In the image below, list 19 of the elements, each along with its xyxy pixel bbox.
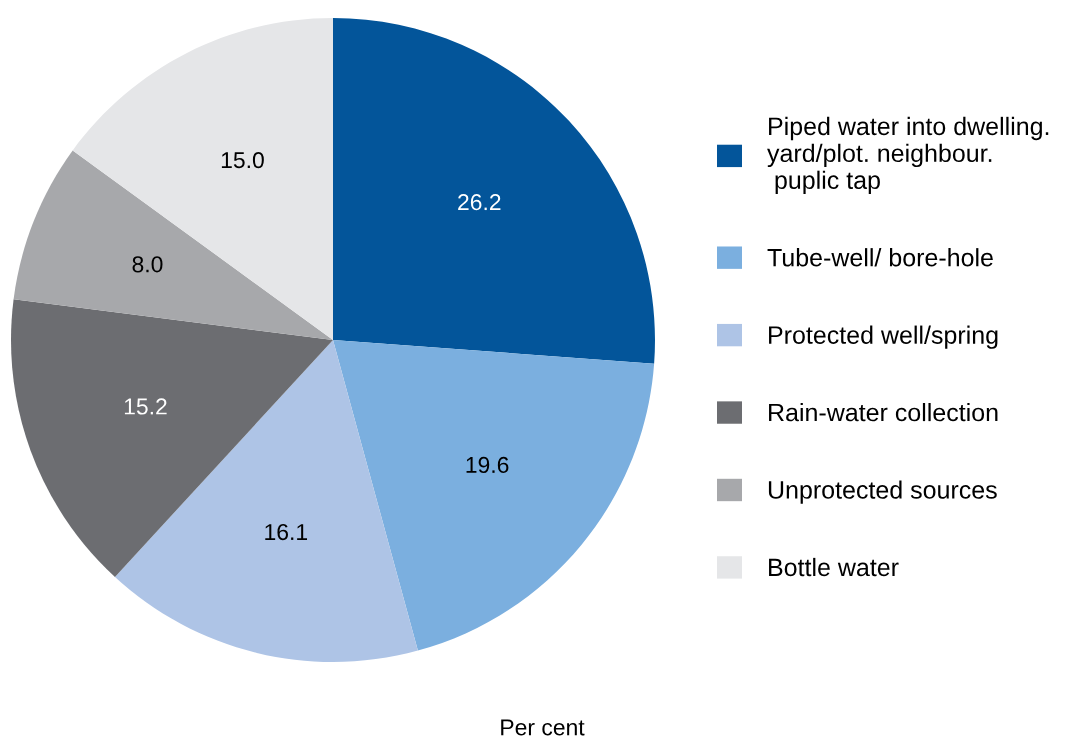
data-label: 15.0 (221, 152, 264, 169)
data-label: 26.2 (458, 194, 501, 211)
data-label: 19.6 (466, 456, 509, 474)
pie-slice (13, 150, 333, 340)
data-label: 8.0 (132, 256, 163, 273)
pie-slice (11, 299, 333, 577)
legend-label: Piped water into dwelling. yard/plot. neighbour. puplic tap (767, 116, 1049, 194)
legend-label: Protected well/spring (769, 325, 998, 349)
legend-label: Tube-well/ bore-hole (767, 248, 993, 267)
legend-label: Bottle water (769, 557, 899, 577)
pie-slice (114, 340, 418, 662)
pie-slice (72, 18, 333, 340)
pie-slice (333, 18, 655, 364)
pie-slice (333, 340, 655, 651)
data-label: 15.2 (124, 398, 167, 415)
text: Per cent (501, 719, 585, 736)
legend-label: Rain-water collection (769, 402, 998, 422)
legend-label: Unprotected sources (768, 480, 997, 504)
data-label: 16.1 (265, 523, 308, 541)
